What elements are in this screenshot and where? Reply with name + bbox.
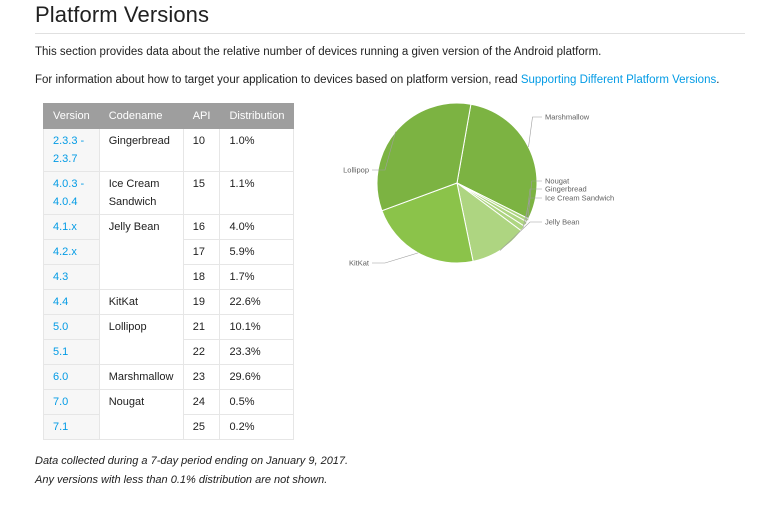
header-distribution: Distribution — [219, 103, 295, 129]
version-cell: 5.0 — [43, 314, 100, 340]
version-link[interactable]: 4.3 — [53, 271, 69, 283]
version-cell: 4.3 — [43, 264, 100, 290]
version-cell: 4.4 — [43, 289, 100, 315]
pie-slice-marshmallow — [456, 103, 538, 220]
target-text: For information about how to target your… — [35, 74, 521, 86]
leader-line-jelly-bean — [499, 221, 542, 251]
api-cell: 23 — [182, 364, 221, 390]
pie-leader-lines — [372, 116, 542, 264]
pie-label-ice-cream-sandwich: Ice Cream Sandwich — [545, 194, 614, 203]
table-row: 4.0.3 - 4.0.4 Ice Cream Sandwich 15 1.1% — [43, 171, 295, 215]
target-paragraph: For information about how to target your… — [35, 74, 719, 86]
table-row: 7.0 Nougat 24 0.5% — [43, 389, 295, 440]
api-cell: 15 — [182, 171, 221, 215]
pie-label-nougat: Nougat — [545, 177, 570, 186]
version-cell: 4.2.x — [43, 239, 100, 265]
leader-line-nougat — [527, 180, 542, 221]
distribution-cell: 29.6% — [219, 364, 295, 390]
codename-cell: Jelly Bean — [98, 214, 184, 290]
note-threshold: Any versions with less than 0.1% distrib… — [35, 474, 328, 486]
version-cell: 5.1 — [43, 339, 100, 365]
version-cell: 4.1.x — [43, 214, 100, 240]
pie-label-kitkat: KitKat — [349, 259, 370, 268]
api-cell: 10 — [182, 128, 221, 172]
table-row: 5.0 Lollipop 21 10.1% — [43, 314, 295, 365]
table-row: 5.1 22 23.3% — [43, 339, 295, 365]
table-row: 4.4 KitKat 19 22.6% — [43, 289, 295, 315]
api-cell: 18 — [182, 264, 221, 290]
version-link[interactable]: 5.0 — [53, 321, 69, 333]
supporting-versions-link[interactable]: Supporting Different Platform Versions — [520, 74, 717, 86]
pie-label-lollipop: Lollipop — [343, 166, 369, 175]
version-link[interactable]: 5.1 — [53, 346, 69, 358]
api-cell: 21 — [182, 314, 221, 340]
distribution-cell: 0.5% — [219, 389, 295, 415]
distribution-cell: 23.3% — [219, 339, 295, 365]
leader-line-lollipop — [372, 131, 396, 171]
version-cell: 2.3.3 - 2.3.7 — [43, 128, 100, 172]
leader-line-ice-cream-sandwich — [522, 197, 542, 229]
table-row: 6.0 Marshmallow 23 29.6% — [43, 364, 295, 390]
distribution-cell: 22.6% — [219, 289, 295, 315]
table-row: 4.2.x 17 5.9% — [43, 239, 295, 265]
data-notes: Data collected during a 7-day period end… — [35, 452, 348, 490]
header-api: API — [182, 103, 221, 129]
pie-label-gingerbread: Gingerbread — [545, 185, 587, 194]
header-codename: Codename — [98, 103, 184, 129]
api-cell: 17 — [182, 239, 221, 265]
codename-cell: Lollipop — [98, 314, 184, 365]
api-cell: 22 — [182, 339, 221, 365]
codename-cell: KitKat — [98, 289, 184, 315]
table-row: 4.3 18 1.7% — [43, 264, 295, 290]
pie-slices — [376, 102, 538, 264]
api-cell: 16 — [182, 214, 221, 240]
target-suffix: . — [716, 74, 720, 86]
version-cell: 7.0 — [43, 389, 100, 415]
intro-paragraph: This section provides data about the rel… — [35, 46, 602, 58]
note-collection-period: Data collected during a 7-day period end… — [35, 455, 349, 467]
version-link[interactable]: 4.1.x — [53, 221, 77, 233]
page-title: Platform Versions — [35, 2, 210, 27]
leader-line-kitkat — [372, 252, 419, 264]
distribution-cell: 1.7% — [219, 264, 295, 290]
version-cell: 4.0.3 - 4.0.4 — [43, 171, 100, 215]
api-cell: 24 — [182, 389, 221, 415]
table-header-row: Version Codename API Distribution — [43, 103, 295, 129]
distribution-cell: 1.1% — [219, 171, 295, 215]
distribution-table: Version Codename API Distribution 2.3.3 … — [43, 103, 295, 440]
codename-cell: Nougat — [98, 389, 184, 440]
header-version: Version — [43, 103, 100, 129]
version-cell: 6.0 — [43, 364, 100, 390]
distribution-cell: 1.0% — [219, 128, 295, 172]
pie-slice-kitkat — [381, 182, 474, 264]
version-link[interactable]: 7.0 — [53, 396, 69, 408]
leader-line-marshmallow — [528, 116, 542, 148]
version-link[interactable]: 2.3.3 - 2.3.7 — [53, 135, 85, 165]
version-link[interactable]: 4.0.3 - 4.0.4 — [53, 178, 85, 208]
table-row: 2.3.3 - 2.3.7 Gingerbread 10 1.0% — [43, 128, 295, 172]
api-cell: 25 — [182, 414, 221, 440]
leader-line-gingerbread — [525, 188, 542, 225]
pie-label-marshmallow: Marshmallow — [545, 113, 590, 122]
version-link[interactable]: 6.0 — [53, 371, 69, 383]
table-row: 4.1.x Jelly Bean 16 4.0% — [43, 214, 295, 290]
distribution-cell: 10.1% — [219, 314, 295, 340]
pie-label-jelly-bean: Jelly Bean — [545, 218, 580, 227]
codename-cell: Marshmallow — [98, 364, 184, 390]
codename-cell: Ice Cream Sandwich — [98, 171, 184, 215]
distribution-cell: 4.0% — [219, 214, 295, 240]
distribution-cell: 0.2% — [219, 414, 295, 440]
title-divider — [35, 33, 745, 34]
version-link[interactable]: 4.2.x — [53, 246, 77, 258]
version-link[interactable]: 4.4 — [53, 296, 69, 308]
api-cell: 19 — [182, 289, 221, 315]
distribution-cell: 5.9% — [219, 239, 295, 265]
version-link[interactable]: 7.1 — [53, 421, 69, 433]
version-cell: 7.1 — [43, 414, 100, 440]
table-row: 7.1 25 0.2% — [43, 414, 295, 440]
codename-cell: Gingerbread — [98, 128, 184, 172]
